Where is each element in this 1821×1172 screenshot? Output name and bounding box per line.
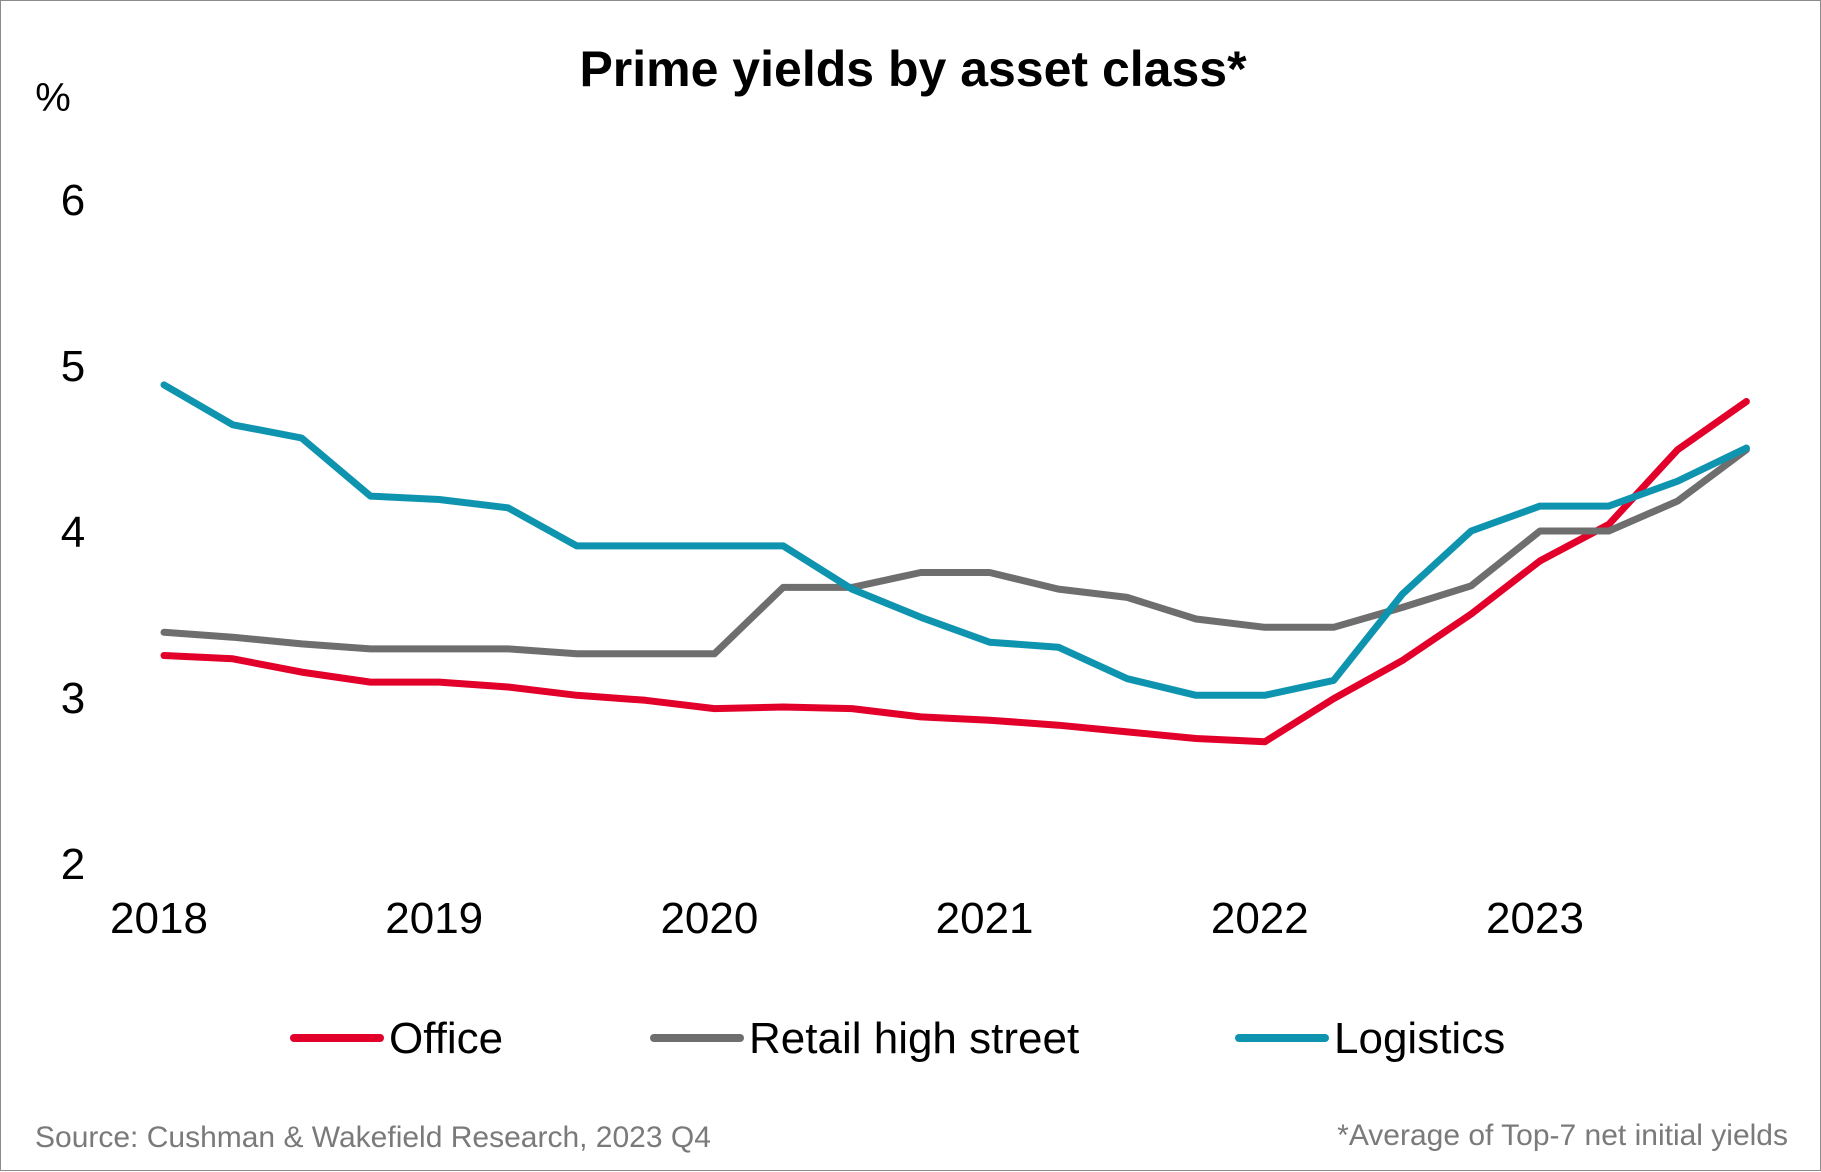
series-line-logistics xyxy=(160,381,1750,699)
x-tick-label: 2021 xyxy=(936,894,1034,943)
x-axis: 2018 2019 2020 2021 2022 2023 xyxy=(110,894,1584,943)
series-line-retail-high-street xyxy=(160,446,1750,658)
y-tick-label: 6 xyxy=(61,176,85,225)
source-note: Source: Cushman & Wakefield Research, 20… xyxy=(35,1121,711,1154)
y-tick-label: 5 xyxy=(61,342,85,391)
legend-label-retail-high-street: Retail high street xyxy=(749,1014,1079,1063)
legend: Office Retail high street Logistics xyxy=(290,1014,1505,1063)
x-tick-label: 2020 xyxy=(660,894,758,943)
y-tick-label: 4 xyxy=(61,508,85,557)
y-tick-label: 3 xyxy=(61,674,85,723)
legend-label-office: Office xyxy=(389,1014,503,1063)
x-tick-label: 2023 xyxy=(1486,894,1584,943)
series-group xyxy=(160,381,1750,746)
footnote: *Average of Top-7 net initial yields xyxy=(1337,1119,1788,1152)
series-line-office xyxy=(160,398,1750,746)
y-axis: 2 3 4 5 6 xyxy=(61,176,85,889)
x-tick-label: 2019 xyxy=(385,894,483,943)
x-tick-label: 2022 xyxy=(1211,894,1309,943)
x-tick-label: 2018 xyxy=(110,894,208,943)
chart-title: Prime yields by asset class* xyxy=(579,41,1247,97)
legend-label-logistics: Logistics xyxy=(1334,1014,1505,1063)
y-axis-label: % xyxy=(35,76,71,120)
y-tick-label: 2 xyxy=(61,840,85,889)
